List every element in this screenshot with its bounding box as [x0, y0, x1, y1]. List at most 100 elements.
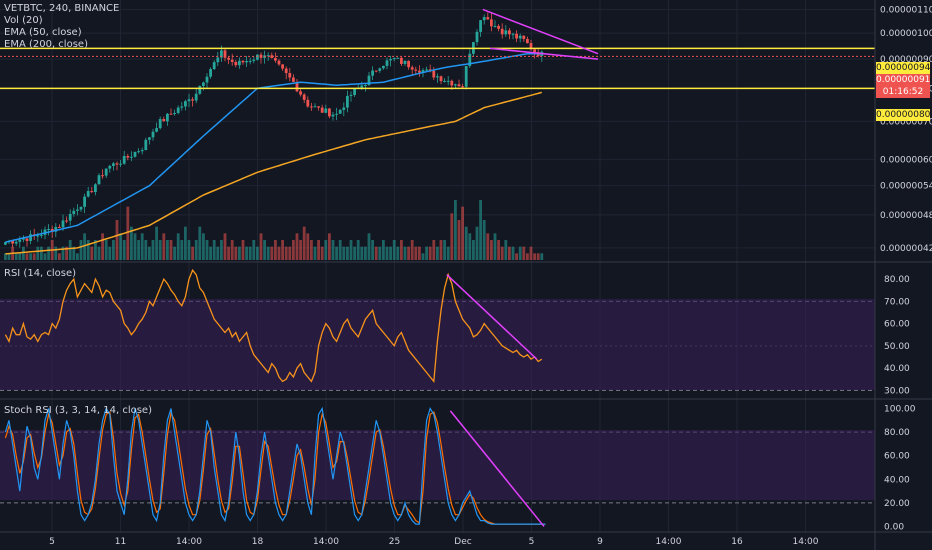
candle-body: [317, 106, 320, 108]
volume-bar: [500, 246, 504, 260]
volume-bar: [529, 246, 533, 260]
candle-body: [281, 64, 284, 69]
candle-body: [230, 59, 234, 63]
ema-lines: [5, 52, 543, 255]
rsi-tick-label: 30.00: [884, 386, 910, 396]
candle-body: [421, 70, 425, 73]
candle-body: [295, 81, 299, 92]
candle-body: [209, 69, 212, 77]
candle-body: [97, 175, 101, 185]
symbol-title[interactable]: VETBTC, 240, BINANCE: [4, 3, 120, 14]
volume-bar: [133, 233, 137, 260]
volume-bar: [252, 240, 256, 260]
ema200-legend[interactable]: EMA (200, close): [4, 39, 88, 50]
x-tick-label: 16: [731, 537, 743, 547]
volume-bar: [191, 246, 194, 260]
horizontal-levels[interactable]: [0, 47, 875, 90]
candle-body: [389, 59, 392, 61]
volume-bar: [328, 233, 331, 260]
volume-bar: [234, 246, 238, 260]
candle-body: [299, 91, 302, 95]
volume-bar: [241, 240, 245, 260]
stoch-d-path: [4, 411, 546, 525]
volume-bar: [421, 253, 425, 260]
volume-bar: [310, 240, 313, 260]
candle-body: [364, 85, 367, 87]
candle-body: [533, 49, 536, 53]
x-tick-label: 14:00: [656, 537, 682, 547]
volume-bar: [353, 246, 356, 260]
volume-bar: [194, 240, 198, 260]
volume-bar: [4, 253, 7, 260]
volume-bar: [180, 240, 184, 260]
candle-body: [302, 94, 306, 100]
volume-bar: [410, 240, 414, 260]
rsi-title[interactable]: RSI (14, close): [4, 268, 77, 279]
volume-bar: [238, 246, 241, 260]
candle-body: [86, 191, 90, 197]
candle-body: [464, 65, 468, 87]
volume-bar: [140, 233, 144, 260]
volume-bar: [522, 246, 526, 260]
candle-body: [396, 57, 400, 59]
volume-bar: [25, 253, 29, 260]
volume-bar: [47, 246, 50, 260]
volume-bar: [385, 246, 389, 260]
stoch-tick-label: 80.00: [884, 428, 910, 438]
main-legend: VETBTC, 240, BINANCE Vol (20) EMA (50, c…: [4, 3, 119, 51]
candle-body: [191, 99, 194, 101]
candle-body: [72, 210, 76, 214]
volume-bar: [428, 246, 432, 260]
vol-legend[interactable]: Vol (20): [4, 15, 43, 26]
volume-bar: [223, 233, 227, 260]
y-tick-label: 0.00000100: [880, 29, 932, 39]
stoch-title[interactable]: Stoch RSI (3, 3, 14, 14, close): [4, 405, 152, 416]
candle-body: [378, 68, 382, 71]
trendlines[interactable]: [482, 8, 599, 60]
x-tick-label: 14:00: [793, 537, 819, 547]
candle-body: [238, 60, 241, 66]
volume-bar: [475, 226, 479, 260]
volume-bar: [374, 246, 378, 260]
stoch-tick-label: 40.00: [884, 475, 910, 485]
volume-bar: [259, 233, 263, 260]
volume-bar: [302, 226, 306, 260]
candle-body: [79, 206, 83, 210]
candle-body: [176, 107, 180, 113]
volume-bar: [22, 246, 25, 260]
candle-body: [234, 62, 238, 66]
volume-bar: [450, 213, 454, 260]
volume-bar: [108, 246, 112, 260]
support-price-tag: 0.00000080: [876, 109, 931, 121]
volume-bar: [403, 246, 407, 260]
volume-bar: [94, 240, 97, 260]
candle-body: [400, 57, 403, 64]
candle-body: [338, 109, 342, 114]
candle-body: [288, 73, 292, 78]
volume-bar: [61, 246, 65, 260]
volume-bar: [284, 246, 288, 260]
volume-bar: [407, 246, 410, 260]
volume-bar: [151, 240, 155, 260]
volume-bar: [209, 246, 212, 260]
volume-bar: [479, 200, 482, 260]
candle-body: [47, 228, 50, 230]
volume-bar: [205, 240, 209, 260]
ema50-legend[interactable]: EMA (50, close): [4, 27, 82, 38]
volume-bar: [515, 253, 518, 260]
candle-body: [252, 59, 256, 61]
volume-bar: [18, 253, 22, 260]
y-tick-label: 0.00000090: [880, 55, 932, 65]
candle-body: [144, 139, 148, 151]
candle-body: [148, 137, 151, 140]
candle-body: [414, 69, 418, 71]
volume-bar: [256, 246, 259, 260]
volume-bar: [266, 246, 270, 260]
candle-body: [112, 163, 115, 166]
candle-body: [292, 77, 295, 82]
stoch-tick-label: 100.00: [884, 405, 916, 415]
y-tick-label: 0.00000060: [880, 156, 932, 166]
candle-body: [133, 151, 137, 157]
volume-bar: [320, 246, 324, 260]
